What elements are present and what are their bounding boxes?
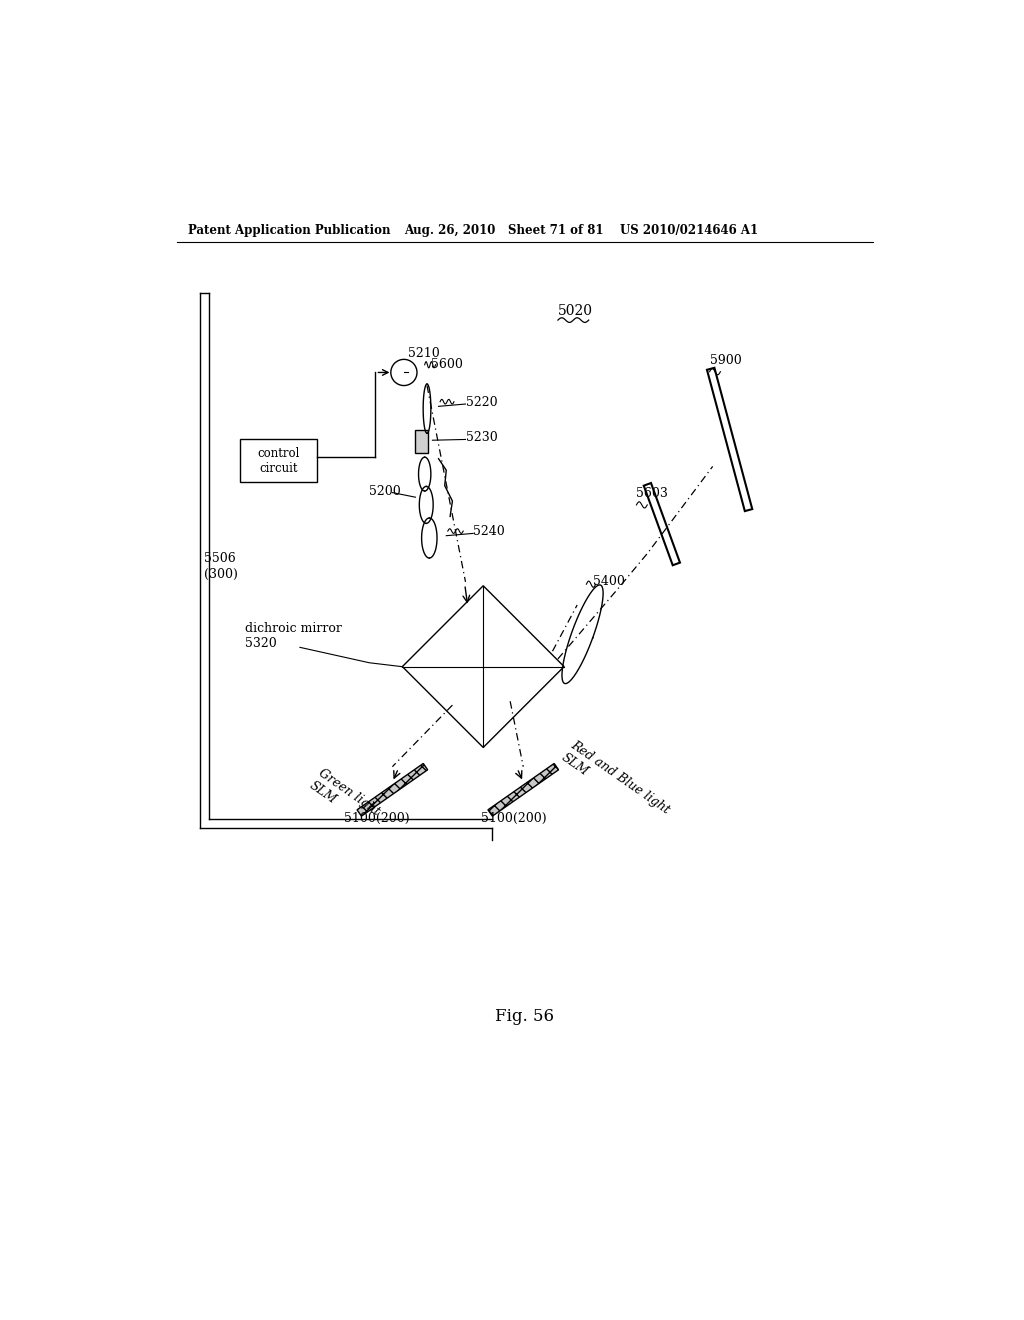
Polygon shape — [357, 763, 428, 816]
Text: 5400: 5400 — [593, 576, 625, 589]
Text: 5020: 5020 — [558, 304, 593, 318]
Text: 5600: 5600 — [431, 358, 463, 371]
Polygon shape — [488, 763, 558, 816]
Text: 5100(200): 5100(200) — [481, 812, 547, 825]
Text: control
circuit: control circuit — [257, 446, 300, 475]
Text: 5200: 5200 — [370, 484, 401, 498]
Text: Aug. 26, 2010: Aug. 26, 2010 — [403, 223, 496, 236]
Polygon shape — [416, 430, 428, 453]
Text: US 2010/0214646 A1: US 2010/0214646 A1 — [620, 223, 758, 236]
Text: Patent Application Publication: Patent Application Publication — [188, 223, 391, 236]
Text: 5603: 5603 — [637, 487, 669, 500]
Text: dichroic mirror
5320: dichroic mirror 5320 — [245, 622, 341, 649]
Text: 5240: 5240 — [473, 525, 505, 539]
Text: Green light
SLM: Green light SLM — [307, 767, 382, 830]
Text: Sheet 71 of 81: Sheet 71 of 81 — [508, 223, 603, 236]
Text: 5900: 5900 — [710, 354, 741, 367]
Text: 5230: 5230 — [466, 432, 498, 445]
Text: 5100(200): 5100(200) — [344, 812, 410, 825]
Text: Fig. 56: Fig. 56 — [496, 1008, 554, 1026]
Bar — [240, 440, 316, 482]
Text: 5506
(300): 5506 (300) — [204, 553, 238, 581]
Text: 5210: 5210 — [408, 347, 439, 360]
Text: Red and Blue light
SLM: Red and Blue light SLM — [559, 738, 672, 829]
Text: 5220: 5220 — [466, 396, 497, 409]
